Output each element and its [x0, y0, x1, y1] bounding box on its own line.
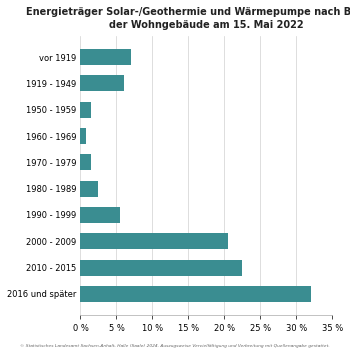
Bar: [80, 128, 86, 144]
Text: © Statistisches Landesamt Sachsen-Anhalt, Halle (Saale) 2024. Auszugsweise Vervi: © Statistisches Landesamt Sachsen-Anhalt…: [20, 344, 330, 348]
Bar: [80, 76, 124, 91]
Title: Energieträger Solar-/Geothermie und Wärmepumpe nach Baujahr
der Wohngebäude am 1: Energieträger Solar-/Geothermie und Wärm…: [26, 7, 350, 30]
Bar: [80, 102, 91, 118]
Bar: [80, 207, 120, 223]
Bar: [80, 286, 311, 302]
Bar: [80, 154, 91, 170]
Bar: [80, 233, 228, 249]
Bar: [80, 181, 98, 197]
Bar: [80, 49, 131, 65]
Bar: [80, 260, 243, 275]
